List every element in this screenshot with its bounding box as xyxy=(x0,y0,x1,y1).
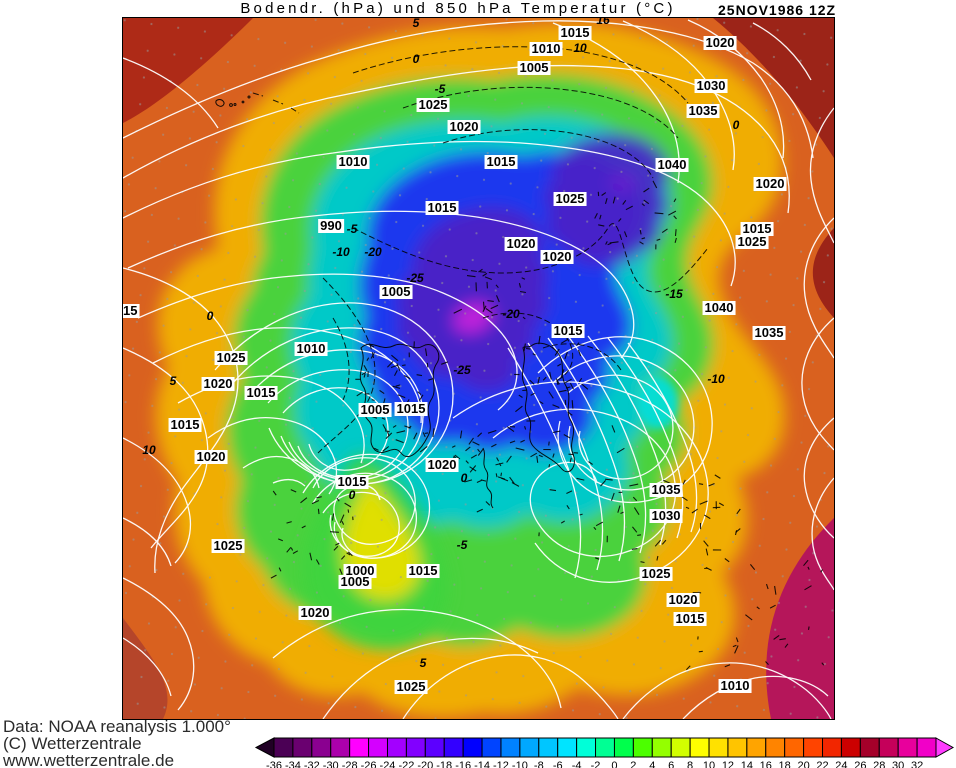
svg-text:16: 16 xyxy=(760,760,772,768)
svg-text:-2: -2 xyxy=(591,760,601,768)
svg-text:30: 30 xyxy=(892,760,904,768)
svg-text:-20: -20 xyxy=(417,760,433,768)
svg-text:-30: -30 xyxy=(323,760,339,768)
svg-text:-6: -6 xyxy=(553,760,563,768)
svg-text:-34: -34 xyxy=(285,760,301,768)
svg-text:6: 6 xyxy=(668,760,674,768)
svg-text:-18: -18 xyxy=(436,760,452,768)
svg-text:26: 26 xyxy=(854,760,866,768)
svg-text:-24: -24 xyxy=(380,760,396,768)
svg-text:14: 14 xyxy=(741,760,753,768)
svg-text:22: 22 xyxy=(816,760,828,768)
svg-text:18: 18 xyxy=(779,760,791,768)
svg-text:0: 0 xyxy=(611,760,617,768)
svg-text:-8: -8 xyxy=(534,760,544,768)
svg-text:8: 8 xyxy=(687,760,693,768)
svg-text:-4: -4 xyxy=(572,760,582,768)
svg-text:-22: -22 xyxy=(398,760,414,768)
svg-text:12: 12 xyxy=(722,760,734,768)
svg-text:4: 4 xyxy=(649,760,655,768)
svg-text:-26: -26 xyxy=(361,760,377,768)
svg-text:-32: -32 xyxy=(304,760,320,768)
svg-text:-16: -16 xyxy=(455,760,471,768)
svg-text:10: 10 xyxy=(703,760,715,768)
svg-text:28: 28 xyxy=(873,760,885,768)
svg-text:-14: -14 xyxy=(474,760,490,768)
svg-text:-12: -12 xyxy=(493,760,509,768)
svg-text:2: 2 xyxy=(630,760,636,768)
svg-text:-28: -28 xyxy=(342,760,358,768)
svg-text:-36: -36 xyxy=(266,760,282,768)
svg-text:-10: -10 xyxy=(512,760,528,768)
svg-text:24: 24 xyxy=(835,760,847,768)
svg-text:32: 32 xyxy=(911,760,923,768)
svg-text:20: 20 xyxy=(797,760,809,768)
